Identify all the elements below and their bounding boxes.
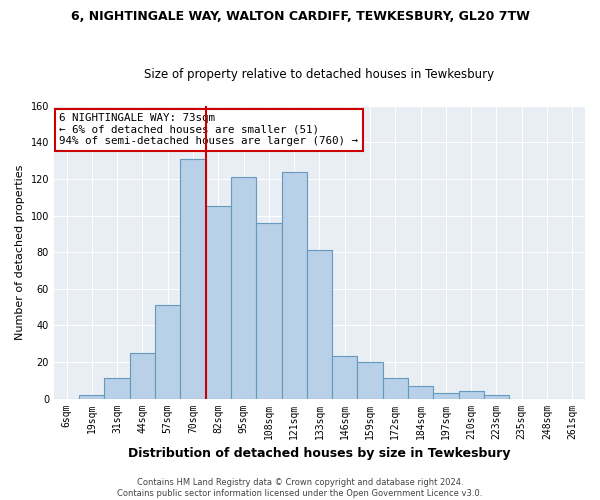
Bar [408,386,433,398]
Title: Size of property relative to detached houses in Tewkesbury: Size of property relative to detached ho… [145,68,494,81]
Bar [281,172,307,398]
Bar [155,305,181,398]
Bar [433,393,458,398]
Bar [458,391,484,398]
Text: 6 NIGHTINGALE WAY: 73sqm
← 6% of detached houses are smaller (51)
94% of semi-de: 6 NIGHTINGALE WAY: 73sqm ← 6% of detache… [59,113,358,146]
Bar [358,362,383,399]
Bar [383,378,408,398]
Bar [79,395,104,398]
Y-axis label: Number of detached properties: Number of detached properties [15,164,25,340]
Bar [104,378,130,398]
Bar [484,395,509,398]
Text: Contains HM Land Registry data © Crown copyright and database right 2024.
Contai: Contains HM Land Registry data © Crown c… [118,478,482,498]
Bar [130,353,155,399]
Bar [206,206,231,398]
Bar [231,177,256,398]
Text: 6, NIGHTINGALE WAY, WALTON CARDIFF, TEWKESBURY, GL20 7TW: 6, NIGHTINGALE WAY, WALTON CARDIFF, TEWK… [71,10,529,23]
Bar [307,250,332,398]
Bar [332,356,358,399]
Bar [181,159,206,398]
Bar [256,223,281,398]
X-axis label: Distribution of detached houses by size in Tewkesbury: Distribution of detached houses by size … [128,447,511,460]
